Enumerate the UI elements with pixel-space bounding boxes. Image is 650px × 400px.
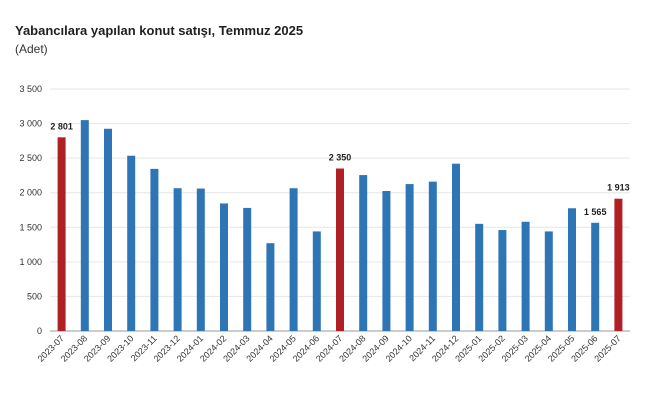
bar <box>150 168 159 331</box>
y-tick-label: 3 500 <box>19 84 42 94</box>
y-tick-label: 0 <box>37 326 42 336</box>
data-label: 1 565 <box>584 207 607 217</box>
y-tick-label: 3 000 <box>19 119 42 129</box>
bar <box>544 231 553 331</box>
bar <box>405 184 414 331</box>
data-label: 2 350 <box>329 153 352 163</box>
bar <box>289 188 298 331</box>
bar <box>57 137 66 331</box>
bar <box>80 120 89 331</box>
bar <box>127 155 136 331</box>
y-tick-label: 2 500 <box>19 153 42 163</box>
bar <box>196 188 205 331</box>
bar <box>312 231 321 331</box>
chart-subtitle: (Adet) <box>15 42 48 56</box>
y-tick-label: 1 500 <box>19 222 42 232</box>
bar <box>104 128 112 331</box>
y-tick-label: 500 <box>27 291 42 301</box>
bar <box>428 181 437 331</box>
bar <box>591 222 600 331</box>
x-axis-tick-labels: 2023-072023-082023-092023-102023-112023-… <box>36 333 623 363</box>
y-tick-label: 1 000 <box>19 257 42 267</box>
bar <box>498 230 507 331</box>
bar <box>452 163 460 331</box>
bar <box>614 198 623 331</box>
bar <box>173 188 182 331</box>
data-label: 1 913 <box>607 183 630 193</box>
bar <box>336 168 344 331</box>
bar <box>382 190 391 331</box>
data-labels: 2 801 2 350 1 565 1 913 <box>50 121 629 216</box>
bar <box>243 207 252 331</box>
chart-title: Yabancılara yapılan konut satışı, Temmuz… <box>15 23 304 38</box>
bar <box>475 223 484 331</box>
data-label: 2 801 <box>50 121 73 131</box>
bar <box>359 175 368 331</box>
y-tick-label: 2 000 <box>19 188 42 198</box>
bar <box>568 208 576 331</box>
bars <box>57 120 623 331</box>
bar <box>521 221 530 331</box>
bar <box>266 243 275 331</box>
y-axis-tick-labels: 0 500 1 000 1 500 2 000 2 500 3 000 3 500 <box>19 84 42 336</box>
gridlines <box>50 88 630 332</box>
bar <box>220 203 228 331</box>
